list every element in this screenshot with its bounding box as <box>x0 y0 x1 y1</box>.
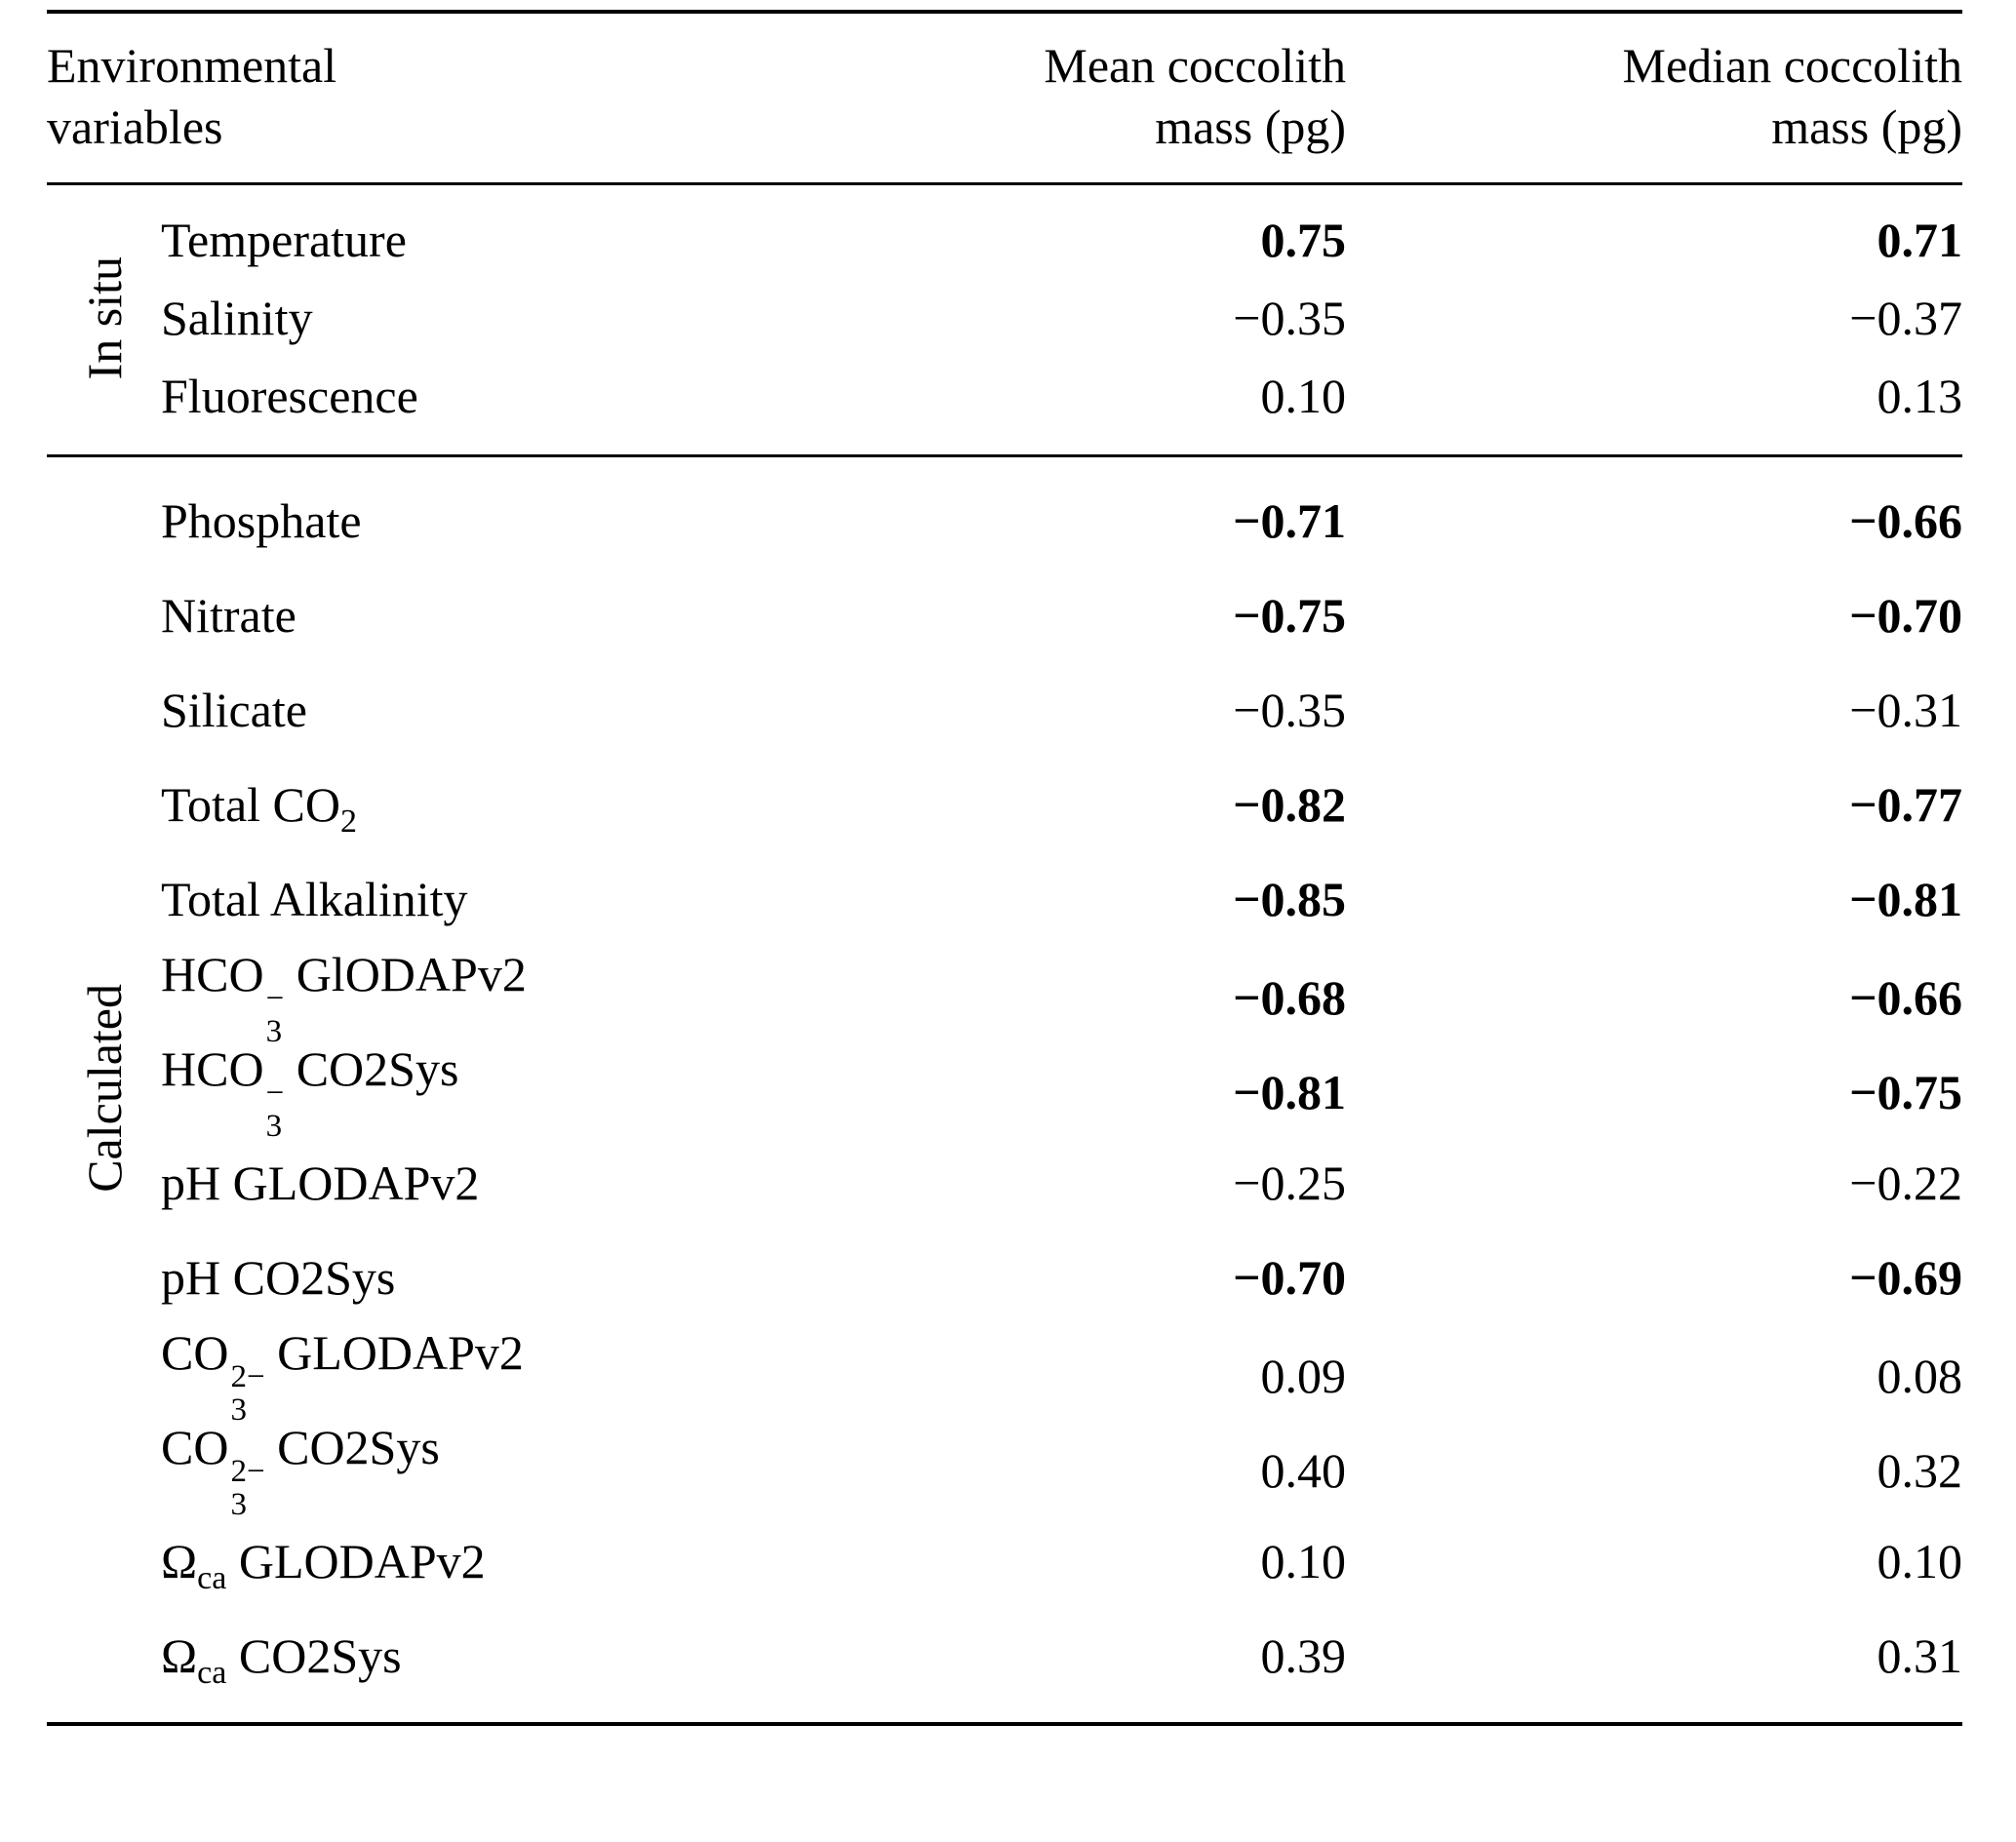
variable-label: HCO −3 CO2Sys <box>161 1041 459 1144</box>
table-row: pH CO2Sys −0.70 −0.69 <box>161 1230 1962 1324</box>
mean-value: 0.75 <box>1260 213 1347 267</box>
group-rows: Temperature 0.75 0.71 Salinity −0.35 −0.37 Flu… <box>161 201 1962 435</box>
header-environmental-variables: Environmental variables <box>47 38 337 154</box>
variable-label: Phosphate <box>161 492 362 548</box>
variable-label: pH GLODAPv2 <box>161 1155 480 1210</box>
table-row: Temperature 0.75 0.71 <box>161 201 1962 279</box>
mean-value: −0.75 <box>1233 587 1346 643</box>
variable-label: Total Alkalinity <box>161 871 468 926</box>
variable-label: pH CO2Sys <box>161 1249 396 1305</box>
mean-value: 0.09 <box>1260 1348 1347 1403</box>
header-median-coccolith-mass: Median coccolith mass (pg) <box>1622 38 1963 154</box>
median-value: −0.81 <box>1849 871 1962 926</box>
group-separator-rule <box>47 454 1962 457</box>
group-label-calculated: Calculated <box>47 473 161 1703</box>
median-value: −0.70 <box>1849 587 1962 643</box>
mean-value: −0.35 <box>1233 682 1346 737</box>
median-value: −0.66 <box>1849 969 1962 1025</box>
median-value: −0.37 <box>1849 291 1962 345</box>
table-row: CO 2− 3 CO2Sys 0.40 0.32 <box>161 1419 1963 1520</box>
median-value: −0.22 <box>1849 1155 1962 1210</box>
table-row: HCO −3 CO2Sys −0.81 −0.75 <box>161 1040 1962 1142</box>
table-row: Phosphate −0.71 −0.66 <box>161 473 1962 568</box>
mean-value: −0.25 <box>1233 1155 1346 1210</box>
table-row: Salinity −0.35 −0.37 <box>161 279 1962 357</box>
median-value: −0.77 <box>1849 776 1962 832</box>
mean-value: −0.35 <box>1233 291 1346 345</box>
group-rows: Phosphate −0.71 −0.66 Nitrate −0.75 −0.70 Sili… <box>161 473 1962 1703</box>
table-row: pH GLODAPv2 −0.25 −0.22 <box>161 1135 1962 1230</box>
table-row: Nitrate −0.75 −0.70 <box>161 568 1962 662</box>
variable-label: Ωca CO2Sys <box>161 1627 402 1691</box>
table-row: CO 2− 3 GLODAPv2 0.09 0.08 <box>161 1324 1963 1426</box>
header-rule <box>47 182 1962 185</box>
median-value: −0.75 <box>1849 1064 1962 1119</box>
variable-label: Temperature <box>161 213 407 267</box>
group-in-situ: In situ Temperature 0.75 0.71 Salinity −0.35 −… <box>47 185 1963 454</box>
table-body: In situ Temperature 0.75 0.71 Salinity −0.35 −… <box>47 185 1962 1722</box>
median-value: −0.69 <box>1849 1249 1962 1305</box>
mean-value: 0.10 <box>1260 1533 1347 1588</box>
variable-label: Fluorescence <box>161 369 418 423</box>
variable-label: CO 2− 3 CO2Sys <box>161 1420 440 1522</box>
median-value: −0.66 <box>1849 492 1962 548</box>
mean-value: −0.71 <box>1233 492 1346 548</box>
variable-label: HCO −3 GlODAPv2 <box>161 947 527 1049</box>
variable-label: Ωca GLODAPv2 <box>161 1533 486 1596</box>
mean-value: 0.40 <box>1260 1442 1347 1498</box>
mean-value: −0.70 <box>1233 1249 1346 1305</box>
variable-label: Nitrate <box>161 587 296 643</box>
mean-value: −0.68 <box>1233 969 1346 1025</box>
group-label-in-situ: In situ <box>47 201 161 435</box>
median-value: 0.71 <box>1877 213 1963 267</box>
variable-label: Salinity <box>161 291 313 345</box>
mean-value: −0.85 <box>1233 871 1346 926</box>
bottom-rule <box>47 1722 1962 1726</box>
group-label-text: In situ <box>76 255 132 380</box>
variable-label: Total CO2 <box>161 776 357 840</box>
group-label-text: Calculated <box>76 983 132 1193</box>
median-value: 0.10 <box>1877 1533 1963 1588</box>
table-row: Total CO2 −0.82 −0.77 <box>161 757 1962 851</box>
median-value: 0.32 <box>1877 1442 1963 1498</box>
table-header: Environmental variables Mean coccolith m… <box>47 14 1962 182</box>
header-mean-coccolith-mass: Mean coccolith mass (pg) <box>1044 38 1346 154</box>
group-calculated: Calculated Phosphate −0.71 −0.66 Nitrate −0.7… <box>47 457 1963 1722</box>
median-value: 0.31 <box>1877 1627 1963 1683</box>
variable-label: Silicate <box>161 682 307 737</box>
mean-value: −0.81 <box>1233 1064 1346 1119</box>
median-value: 0.08 <box>1877 1348 1963 1403</box>
table-row: HCO −3 GlODAPv2 −0.68 −0.66 <box>161 946 1962 1047</box>
table-row: Total Alkalinity −0.85 −0.81 <box>161 851 1962 946</box>
table-row: Fluorescence 0.10 0.13 <box>161 357 1962 435</box>
table-row: Ωca GLODAPv2 0.10 0.10 <box>161 1513 1962 1608</box>
variable-label: CO 2− 3 GLODAPv2 <box>161 1325 524 1428</box>
mean-value: 0.39 <box>1260 1627 1347 1683</box>
mean-value: −0.82 <box>1233 776 1346 832</box>
median-value: 0.13 <box>1877 369 1963 423</box>
top-rule <box>47 10 1962 14</box>
table-row: Silicate −0.35 −0.31 <box>161 662 1962 757</box>
mean-value: 0.10 <box>1260 369 1347 423</box>
median-value: −0.31 <box>1849 682 1962 737</box>
table-row: Ωca CO2Sys 0.39 0.31 <box>161 1608 1962 1703</box>
